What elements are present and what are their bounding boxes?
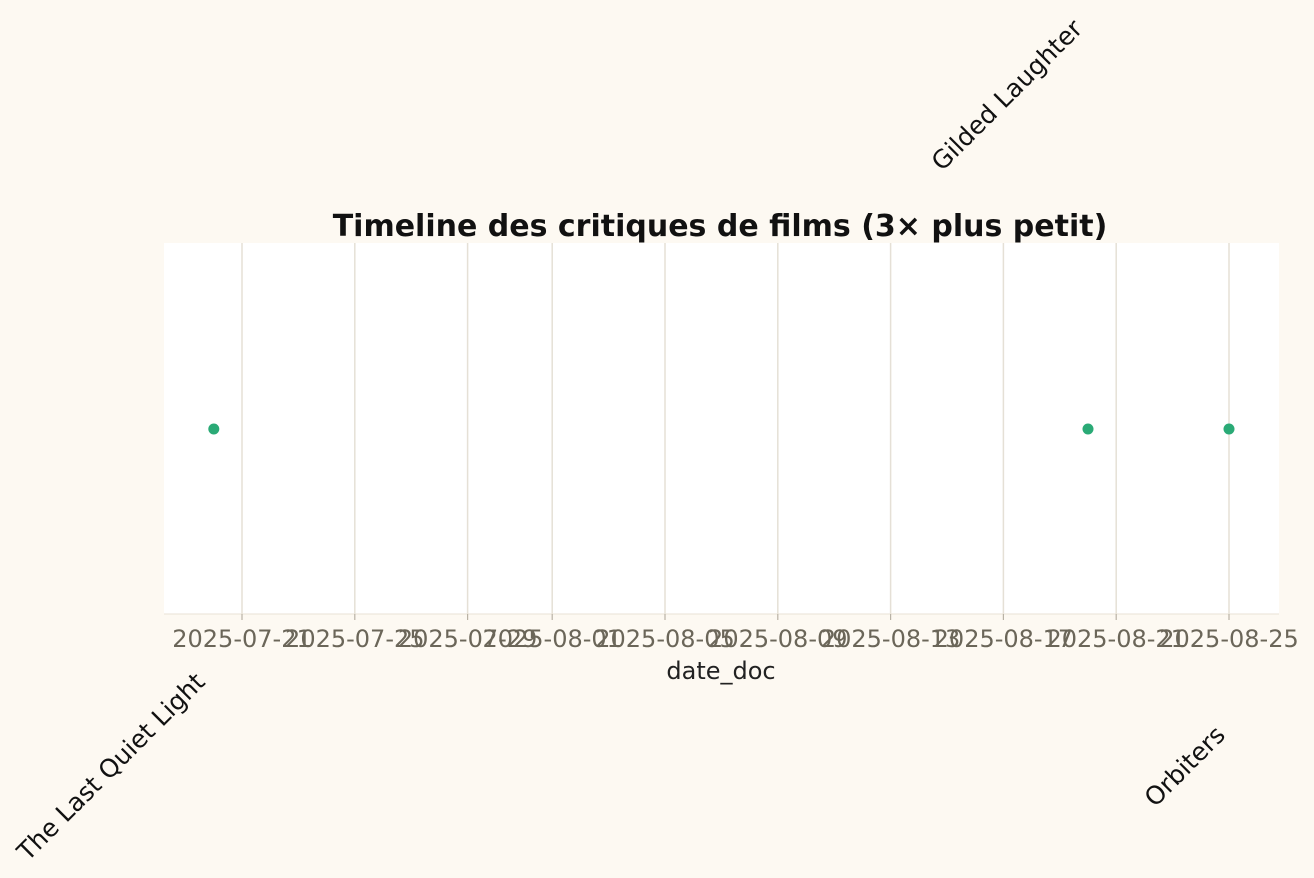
point-label: Gilded Laughter xyxy=(926,13,1089,176)
data-point xyxy=(1223,423,1235,435)
x-tick-label: 2025-08-17 xyxy=(934,625,1073,653)
x-axis-label: date_doc xyxy=(666,657,775,685)
x-tick-label: 2025-08-01 xyxy=(482,625,621,653)
plot-area xyxy=(164,243,1279,614)
x-tick-label: 2025-07-29 xyxy=(398,625,537,653)
data-point xyxy=(208,423,220,435)
point-label: Orbiters xyxy=(1139,720,1231,812)
gridlines xyxy=(241,243,1230,614)
x-tick-label: 2025-07-21 xyxy=(172,625,311,653)
point-label: The Last Quiet Light xyxy=(11,667,211,867)
x-axis-ticks: 2025-07-212025-07-252025-07-292025-08-01… xyxy=(172,614,1299,653)
chart-title: Timeline des critiques de films (3× plus… xyxy=(333,209,1108,244)
data-points xyxy=(208,423,1235,435)
x-tick-label: 2025-08-09 xyxy=(708,625,847,653)
x-tick-label: 2025-08-25 xyxy=(1159,625,1298,653)
x-tick-label: 2025-07-25 xyxy=(285,625,424,653)
x-tick-label: 2025-08-05 xyxy=(595,625,734,653)
x-tick-label: 2025-08-13 xyxy=(821,625,960,653)
x-tick-label: 2025-08-21 xyxy=(1046,625,1185,653)
data-point xyxy=(1082,423,1094,435)
